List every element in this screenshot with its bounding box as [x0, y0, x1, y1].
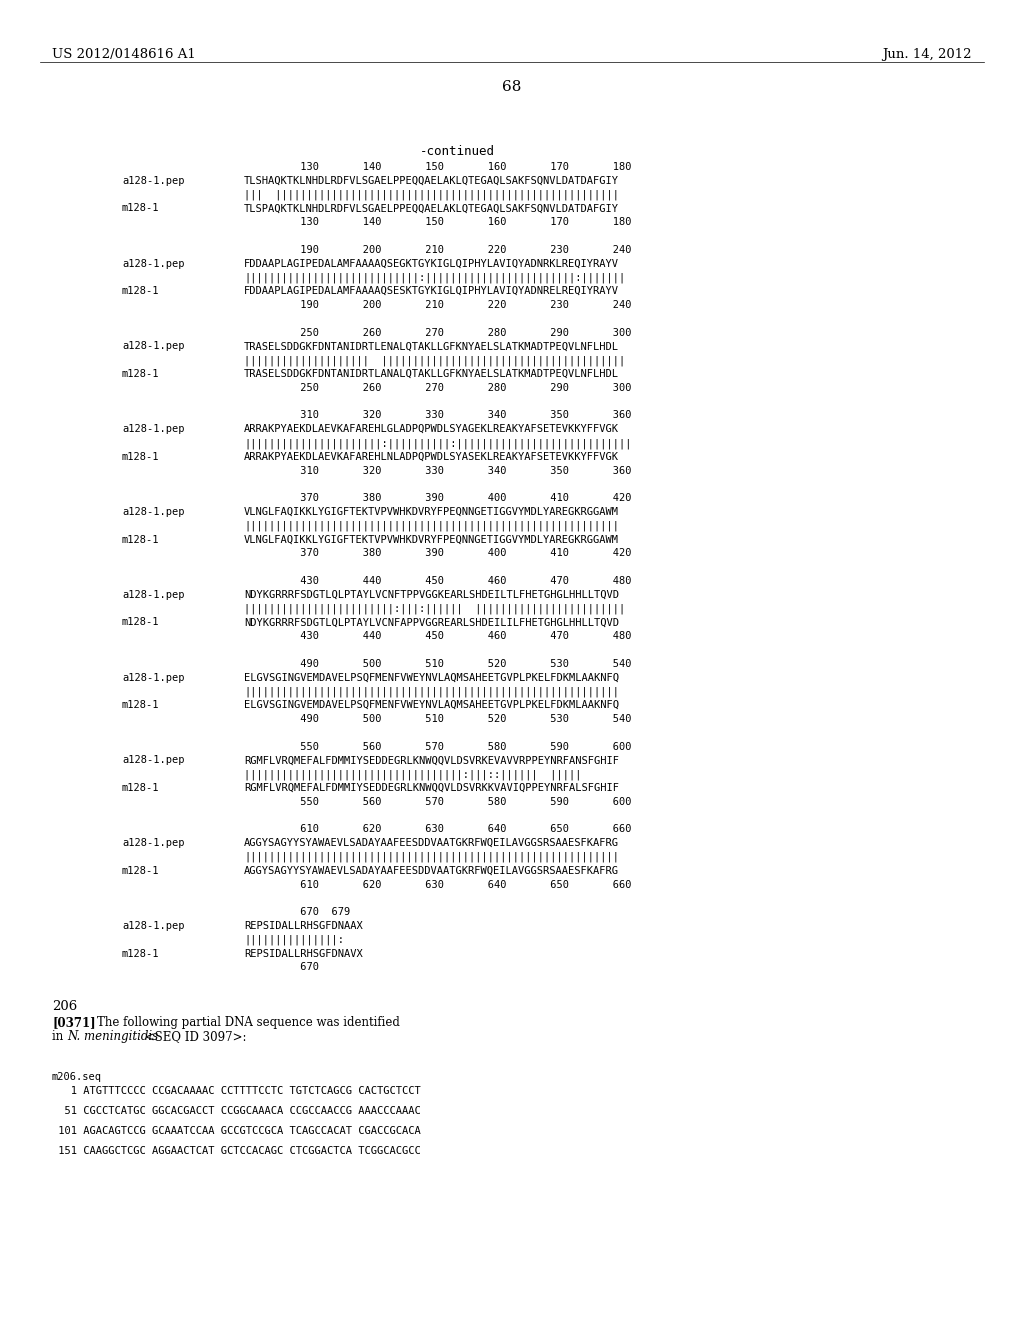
Text: a128-1.pep: a128-1.pep	[122, 921, 184, 931]
Text: Jun. 14, 2012: Jun. 14, 2012	[883, 48, 972, 61]
Text: a128-1.pep: a128-1.pep	[122, 342, 184, 351]
Text: 190       200       210       220       230       240: 190 200 210 220 230 240	[244, 300, 632, 310]
Text: TRASELSDDGKFDNTANIDRTLANALQTAKLLGFKNYAELSLATKMADTPEQVLNFLHDL: TRASELSDDGKFDNTANIDRTLANALQTAKLLGFKNYAEL…	[244, 370, 618, 379]
Text: TLSHAQKTKLNHDLRDFVLSGAELPPEQQAELAKLQTEGAQLSAKFSQNVLDATDAFGIY: TLSHAQKTKLNHDLRDFVLSGAELPPEQQAELAKLQTEGA…	[244, 176, 618, 186]
Text: 310       320       330       340       350       360: 310 320 330 340 350 360	[244, 411, 632, 420]
Text: a128-1.pep: a128-1.pep	[122, 673, 184, 682]
Text: RGMFLVRQMEFALFDMMIYSEDDEGRLKNWQQVLDSVRKKVAVIQPPEYNRFALSFGHIF: RGMFLVRQMEFALFDMMIYSEDDEGRLKNWQQVLDSVRKK…	[244, 783, 618, 793]
Text: 130       140       150       160       170       180: 130 140 150 160 170 180	[244, 162, 632, 172]
Text: ||||||||||||||||||||||||||||||||||||||||||||||||||||||||||||: ||||||||||||||||||||||||||||||||||||||||…	[244, 521, 618, 532]
Text: REPSIDALLRHSGFDNAVX: REPSIDALLRHSGFDNAVX	[244, 949, 362, 958]
Text: a128-1.pep: a128-1.pep	[122, 259, 184, 268]
Text: AGGYSAGYYSYAWAEVLSADAYAAFEESDDVAATGKRFWQEILAVGGSRSAAESFKAFRG: AGGYSAGYYSYAWAEVLSADAYAAFEESDDVAATGKRFWQ…	[244, 838, 618, 849]
Text: <SEQ ID 3097>:: <SEQ ID 3097>:	[141, 1030, 247, 1043]
Text: |||||||||||||||:: |||||||||||||||:	[244, 935, 344, 945]
Text: 51 CGCCTCATGC GGCACGACCT CCGGCAAACA CCGCCAACCG AAACCCAAAC: 51 CGCCTCATGC GGCACGACCT CCGGCAAACA CCGC…	[52, 1106, 421, 1115]
Text: 68: 68	[503, 81, 521, 94]
Text: TLSPAQKTKLNHDLRDFVLSGAELPPEQQAELAKLQTEGAQLSAKFSQNVLDATDAFGIY: TLSPAQKTKLNHDLRDFVLSGAELPPEQQAELAKLQTEGA…	[244, 203, 618, 214]
Text: m128-1: m128-1	[122, 370, 160, 379]
Text: m128-1: m128-1	[122, 618, 160, 627]
Text: 101 AGACAGTCCG GCAAATCCAA GCCGTCCGCA TCAGCCACAT CGACCGCACA: 101 AGACAGTCCG GCAAATCCAA GCCGTCCGCA TCA…	[52, 1126, 421, 1137]
Text: AGGYSAGYYSYAWAEVLSADAYAAFEESDDVAATGKRFWQEILAVGGSRSAAESFKAFRG: AGGYSAGYYSYAWAEVLSADAYAAFEESDDVAATGKRFWQ…	[244, 866, 618, 875]
Text: ||||||||||||||||||||  |||||||||||||||||||||||||||||||||||||||: |||||||||||||||||||| |||||||||||||||||||…	[244, 355, 626, 366]
Text: a128-1.pep: a128-1.pep	[122, 507, 184, 517]
Text: ELGVSGINGVEMDAVELPSQFMENFVWEYNVLAQMSAHEETGVPLPKELFDKMLAAKNFQ: ELGVSGINGVEMDAVELPSQFMENFVWEYNVLAQMSAHEE…	[244, 700, 618, 710]
Text: m128-1: m128-1	[122, 949, 160, 958]
Text: 151 CAAGGCTCGC AGGAACTCAT GCTCCACAGC CTCGGACTCA TCGGCACGCC: 151 CAAGGCTCGC AGGAACTCAT GCTCCACAGC CTC…	[52, 1146, 421, 1156]
Text: ELGVSGINGVEMDAVELPSQFMENFVWEYNVLAQMSAHEETGVPLPKELFDKMLAAKNFQ: ELGVSGINGVEMDAVELPSQFMENFVWEYNVLAQMSAHEE…	[244, 673, 618, 682]
Text: 130       140       150       160       170       180: 130 140 150 160 170 180	[244, 218, 632, 227]
Text: 550       560       570       580       590       600: 550 560 570 580 590 600	[244, 742, 632, 751]
Text: NDYKGRRRFSDGTLQLPTAYLVCNFTPPVGGKEARLSHDEILTLFHETGHGLHHLLTQVD: NDYKGRRRFSDGTLQLPTAYLVCNFTPPVGGKEARLSHDE…	[244, 590, 618, 599]
Text: |||||||||||||||||||||||||||||||||||:|||::||||||  |||||: |||||||||||||||||||||||||||||||||||:|||:…	[244, 770, 582, 780]
Text: m128-1: m128-1	[122, 451, 160, 462]
Text: m128-1: m128-1	[122, 203, 160, 214]
Text: [0371]: [0371]	[52, 1016, 95, 1030]
Text: 206: 206	[52, 1001, 77, 1012]
Text: 250       260       270       280       290       300: 250 260 270 280 290 300	[244, 383, 632, 393]
Text: ||||||||||||||||||||||:||||||||||:||||||||||||||||||||||||||||: ||||||||||||||||||||||:||||||||||:||||||…	[244, 438, 632, 449]
Text: FDDAAPLAGIPEDALAMFAAAAQSEGKTGYKIGLQIPHYLAVIQYADNRKLREQIYRAYV: FDDAAPLAGIPEDALAMFAAAAQSEGKTGYKIGLQIPHYL…	[244, 259, 618, 268]
Text: m206.seq: m206.seq	[52, 1072, 102, 1082]
Text: |||  |||||||||||||||||||||||||||||||||||||||||||||||||||||||: ||| ||||||||||||||||||||||||||||||||||||…	[244, 190, 618, 201]
Text: VLNGLFAQIKKLYGIGFTEKTVPVWHKDVRYFPEQNNGETIGGVYMDLYAREGKRGGAWM: VLNGLFAQIKKLYGIGFTEKTVPVWHKDVRYFPEQNNGET…	[244, 535, 618, 545]
Text: -continued: -continued	[420, 145, 495, 158]
Text: REPSIDALLRHSGFDNAAX: REPSIDALLRHSGFDNAAX	[244, 921, 362, 931]
Text: 430       440       450       460       470       480: 430 440 450 460 470 480	[244, 631, 632, 642]
Text: RGMFLVRQMEFALFDMMIYSEDDEGRLKNWQQVLDSVRKEVAVVRPPEYNRFANSFGHIF: RGMFLVRQMEFALFDMMIYSEDDEGRLKNWQQVLDSVRKE…	[244, 755, 618, 766]
Text: ||||||||||||||||||||||||:|||:||||||  ||||||||||||||||||||||||: ||||||||||||||||||||||||:|||:|||||| ||||…	[244, 603, 626, 614]
Text: ||||||||||||||||||||||||||||:||||||||||||||||||||||||:|||||||: ||||||||||||||||||||||||||||:|||||||||||…	[244, 272, 626, 282]
Text: 190       200       210       220       230       240: 190 200 210 220 230 240	[244, 244, 632, 255]
Text: a128-1.pep: a128-1.pep	[122, 755, 184, 766]
Text: ||||||||||||||||||||||||||||||||||||||||||||||||||||||||||||: ||||||||||||||||||||||||||||||||||||||||…	[244, 851, 618, 862]
Text: m128-1: m128-1	[122, 286, 160, 296]
Text: a128-1.pep: a128-1.pep	[122, 176, 184, 186]
Text: ||||||||||||||||||||||||||||||||||||||||||||||||||||||||||||: ||||||||||||||||||||||||||||||||||||||||…	[244, 686, 618, 697]
Text: a128-1.pep: a128-1.pep	[122, 590, 184, 599]
Text: m128-1: m128-1	[122, 783, 160, 793]
Text: 490       500       510       520       530       540: 490 500 510 520 530 540	[244, 714, 632, 723]
Text: m128-1: m128-1	[122, 866, 160, 875]
Text: a128-1.pep: a128-1.pep	[122, 838, 184, 849]
Text: TRASELSDDGKFDNTANIDRTLENALQTAKLLGFKNYAELSLATKMADTPEQVLNFLHDL: TRASELSDDGKFDNTANIDRTLENALQTAKLLGFKNYAEL…	[244, 342, 618, 351]
Text: VLNGLFAQIKKLYGIGFTEKTVPVWHKDVRYFPEQNNGETIGGVYMDLYAREGKRGGAWM: VLNGLFAQIKKLYGIGFTEKTVPVWHKDVRYFPEQNNGET…	[244, 507, 618, 517]
Text: m128-1: m128-1	[122, 700, 160, 710]
Text: in: in	[52, 1030, 67, 1043]
Text: 490       500       510       520       530       540: 490 500 510 520 530 540	[244, 659, 632, 669]
Text: NDYKGRRRFSDGTLQLPTAYLVCNFAPPVGGREARLSHDEILILFHETGHGLHHLLTQVD: NDYKGRRRFSDGTLQLPTAYLVCNFAPPVGGREARLSHDE…	[244, 618, 618, 627]
Text: ARRAKPYAEKDLAEVKAFAREHLGLADPQPWDLSYAGEKLREAKYAFSETEVKKYFFVGK: ARRAKPYAEKDLAEVKAFAREHLGLADPQPWDLSYAGEKL…	[244, 424, 618, 434]
Text: 370       380       390       400       410       420: 370 380 390 400 410 420	[244, 494, 632, 503]
Text: The following partial DNA sequence was identified: The following partial DNA sequence was i…	[82, 1016, 399, 1030]
Text: 310       320       330       340       350       360: 310 320 330 340 350 360	[244, 466, 632, 475]
Text: a128-1.pep: a128-1.pep	[122, 424, 184, 434]
Text: 670: 670	[244, 962, 319, 973]
Text: 250       260       270       280       290       300: 250 260 270 280 290 300	[244, 327, 632, 338]
Text: US 2012/0148616 A1: US 2012/0148616 A1	[52, 48, 196, 61]
Text: 430       440       450       460       470       480: 430 440 450 460 470 480	[244, 576, 632, 586]
Text: 610       620       630       640       650       660: 610 620 630 640 650 660	[244, 879, 632, 890]
Text: 370       380       390       400       410       420: 370 380 390 400 410 420	[244, 548, 632, 558]
Text: FDDAAPLAGIPEDALAMFAAAAQSESKTGYKIGLQIPHYLAVIQYADNRELREQIYRAYV: FDDAAPLAGIPEDALAMFAAAAQSESKTGYKIGLQIPHYL…	[244, 286, 618, 296]
Text: N. meningitidis: N. meningitidis	[67, 1030, 158, 1043]
Text: 610       620       630       640       650       660: 610 620 630 640 650 660	[244, 825, 632, 834]
Text: ARRAKPYAEKDLAEVKAFAREHLNLADPQPWDLSYASEKLREAKYAFSETEVKKYFFVGK: ARRAKPYAEKDLAEVKAFAREHLNLADPQPWDLSYASEKL…	[244, 451, 618, 462]
Text: m128-1: m128-1	[122, 535, 160, 545]
Text: 550       560       570       580       590       600: 550 560 570 580 590 600	[244, 797, 632, 807]
Text: 1 ATGTTTCCCC CCGACAAAAC CCTTTTCCTC TGTCTCAGCG CACTGCTCCT: 1 ATGTTTCCCC CCGACAAAAC CCTTTTCCTC TGTCT…	[52, 1086, 421, 1096]
Text: 670  679: 670 679	[244, 907, 350, 917]
